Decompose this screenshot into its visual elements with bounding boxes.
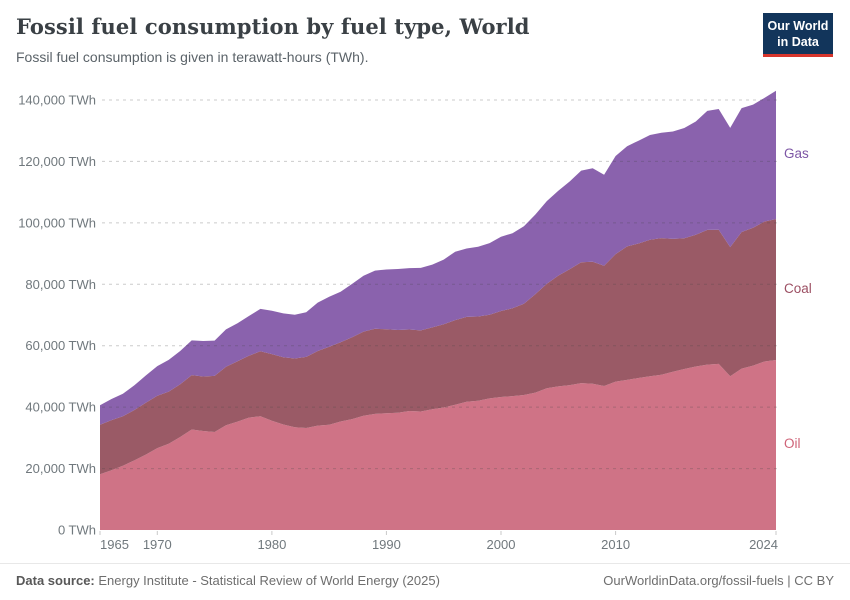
y-tick-label: 120,000 TWh: [18, 154, 96, 169]
x-tick-label: 1990: [372, 537, 401, 552]
chart-footer: Data source: Energy Institute - Statisti…: [0, 563, 850, 600]
y-tick-label: 60,000 TWh: [25, 338, 96, 353]
x-tick-label: 2024: [749, 537, 778, 552]
y-axis-labels: 0 TWh 20,000 TWh 40,000 TWh 60,000 TWh 80,00…: [18, 93, 96, 538]
page-title: Fossil fuel consumption by fuel type, Wo…: [16, 14, 530, 39]
gridlines: [102, 99, 778, 470]
y-tick-label: 40,000 TWh: [25, 400, 96, 415]
page-subtitle: Fossil fuel consumption is given in tera…: [16, 49, 369, 65]
owid-logo-line2: in Data: [777, 35, 819, 49]
x-tick-label: 2010: [601, 537, 630, 552]
y-tick-label: 20,000 TWh: [25, 461, 96, 476]
owid-logo[interactable]: Our World in Data: [763, 13, 833, 57]
area-oil[interactable]: [100, 360, 776, 530]
credit-link[interactable]: OurWorldinData.org/fossil-fuels | CC BY: [603, 573, 834, 588]
series-label-gas[interactable]: Gas: [784, 145, 809, 161]
x-tick-label: 2000: [487, 537, 516, 552]
y-tick-label: 0 TWh: [58, 523, 96, 538]
area-coal[interactable]: [100, 219, 776, 475]
x-tick-label: 1970: [143, 537, 172, 552]
y-tick-label: 140,000 TWh: [18, 93, 96, 108]
series-label-oil[interactable]: Oil: [784, 436, 801, 451]
chart-header: Fossil fuel consumption by fuel type, Wo…: [0, 0, 850, 65]
area-gas[interactable]: [100, 90, 776, 425]
x-tick-label: 1980: [257, 537, 286, 552]
x-axis-labels: 1965 1970 1980 1990 2000 2010 2024: [99, 531, 778, 552]
y-tick-label: 80,000 TWh: [25, 277, 96, 292]
area-series-group: [100, 90, 776, 530]
data-source-label: Data source:: [16, 573, 95, 588]
data-source-line: Data source: Energy Institute - Statisti…: [16, 573, 440, 600]
owid-logo-line1: Our World: [767, 19, 829, 33]
data-source-text[interactable]: Energy Institute - Statistical Review of…: [98, 573, 440, 588]
x-tick-label: 1965: [100, 537, 129, 552]
series-label-coal[interactable]: Coal: [784, 280, 812, 296]
y-tick-label: 100,000 TWh: [18, 215, 96, 230]
